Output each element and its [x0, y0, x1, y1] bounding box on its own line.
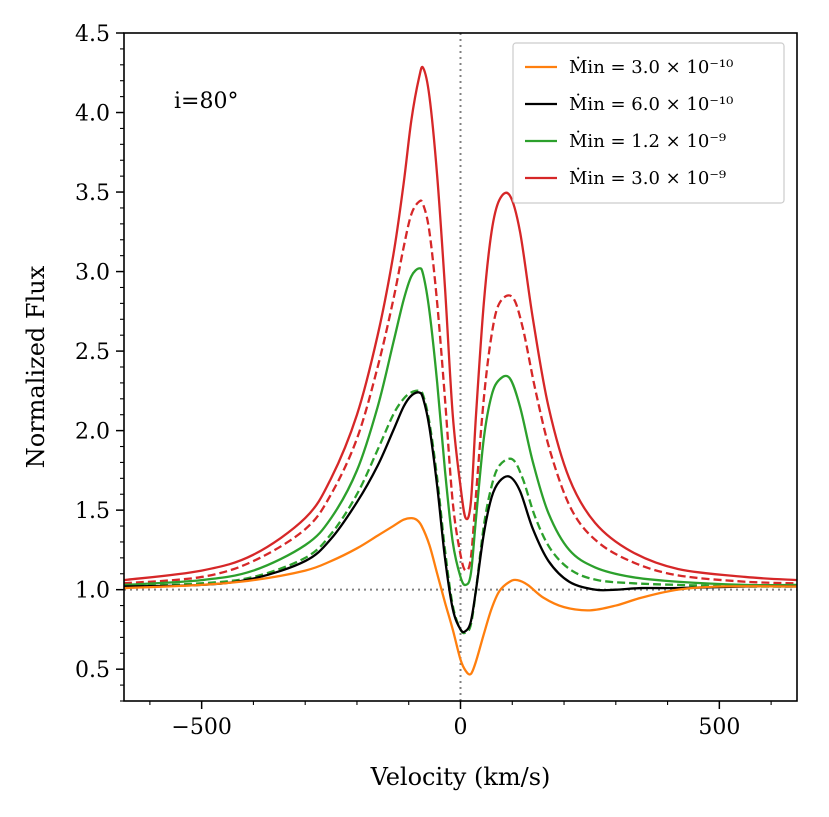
legend-label: Ṁin = 3.0 × 10⁻¹⁰ — [569, 55, 733, 78]
series-line-6 — [124, 516, 797, 676]
inclination-annotation: i=80° — [174, 89, 238, 114]
series-layer — [124, 65, 797, 676]
x-tick-label: 0 — [454, 715, 468, 740]
series-line-5 — [124, 391, 797, 634]
y-axis: 0.5 1.0 1.5 2.0 2.5 3.0 3.5 4.0 4.5 — [75, 22, 124, 702]
y-tick-label: 2.5 — [75, 340, 110, 365]
x-tick-label: −500 — [171, 715, 231, 740]
x-axis-label: Velocity (km/s) — [370, 763, 551, 791]
y-axis-label: Normalized Flux — [22, 265, 50, 468]
series-line-3 — [124, 267, 797, 587]
legend-label: Ṁin = 3.0 × 10⁻⁹ — [569, 166, 726, 189]
y-tick-label: 1.0 — [75, 579, 110, 604]
y-tick-label: 3.5 — [75, 181, 110, 206]
y-tick-label: 4.0 — [75, 102, 110, 127]
series-line-2 — [124, 199, 797, 585]
x-axis: −500 0 500 — [149, 701, 772, 740]
y-tick-label: 3.0 — [75, 261, 110, 286]
reference-lines — [124, 33, 797, 701]
y-tick-label: 0.5 — [75, 658, 110, 683]
legend-label: Ṁin = 6.0 × 10⁻¹⁰ — [569, 92, 733, 115]
legend-label: Ṁin = 1.2 × 10⁻⁹ — [569, 129, 726, 152]
series-line-1 — [124, 65, 797, 582]
y-tick-label: 2.0 — [75, 420, 110, 445]
legend-box — [512, 42, 785, 204]
x-tick-label: 500 — [698, 715, 740, 740]
y-tick-label: 4.5 — [75, 22, 110, 47]
legend: Ṁin = 3.0 × 10⁻¹⁰ Ṁin = 6.0 × 10⁻¹⁰ Ṁin = … — [512, 42, 785, 204]
y-tick-label: 1.5 — [75, 499, 110, 524]
